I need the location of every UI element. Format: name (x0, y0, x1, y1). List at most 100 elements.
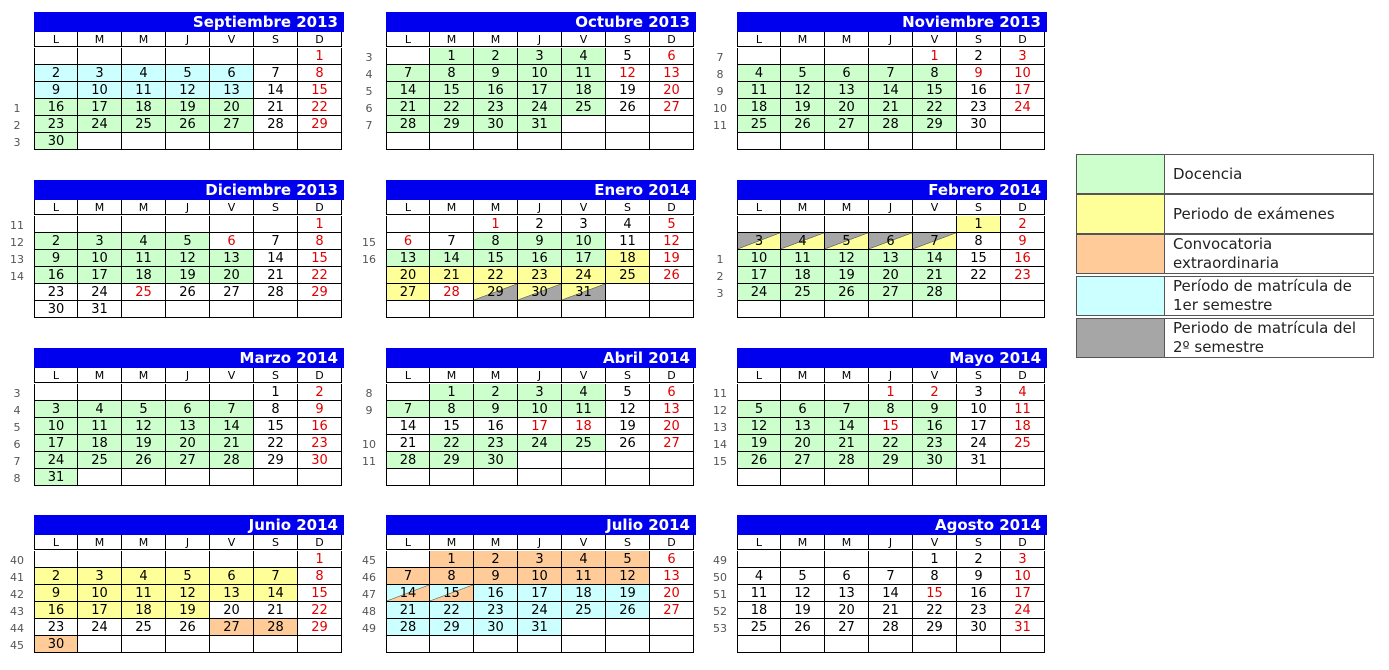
day-cell: 21 (869, 602, 913, 619)
day-cell: 22 (474, 267, 518, 284)
weekday-header: L (34, 368, 78, 383)
weekday-header: M (781, 535, 825, 550)
day-cell (166, 301, 210, 318)
day-cell: 14 (386, 418, 430, 435)
day-cell: 21 (430, 267, 474, 284)
weekday-header: M (825, 368, 869, 383)
day-cell: 9 (1001, 233, 1045, 250)
day-cell: 8 (474, 233, 518, 250)
day-cell (430, 469, 474, 486)
day-cell: 22 (430, 602, 474, 619)
day-cell: 12 (166, 82, 210, 99)
day-cell: 8 (430, 401, 474, 418)
day-cell: 14 (386, 82, 430, 99)
day-cell: 3 (1001, 551, 1045, 568)
day-cell (825, 551, 869, 568)
day-cell: 28 (254, 284, 298, 301)
weekday-header: M (122, 368, 166, 383)
day-cell (78, 48, 122, 65)
day-cell (869, 133, 913, 150)
week-number: 14 (10, 270, 24, 283)
day-cell: 19 (781, 602, 825, 619)
legend-label: Período de matrícula de 1er semestre (1173, 277, 1352, 314)
legend-swatch (1077, 155, 1165, 193)
day-cell: 13 (210, 82, 254, 99)
week-number: 1 (716, 253, 724, 266)
day-cell: 11 (1001, 401, 1045, 418)
day-cell: 19 (606, 585, 650, 602)
day-cell: 16 (474, 82, 518, 99)
day-cell: 1 (913, 48, 957, 65)
day-cell: 7 (430, 233, 474, 250)
day-cell: 13 (386, 250, 430, 267)
day-cell (166, 469, 210, 486)
day-cell: 22 (298, 267, 342, 284)
legend-label: Periodo de exámenes (1173, 204, 1335, 223)
day-cell: 30 (474, 116, 518, 133)
week-number: 9 (365, 404, 373, 417)
week-number: 1 (13, 102, 21, 115)
day-cell: 9 (34, 250, 78, 267)
weekday-header: D (650, 535, 694, 550)
day-cell: 1 (254, 384, 298, 401)
day-cell: 28 (869, 116, 913, 133)
day-cell: 23 (957, 602, 1001, 619)
day-cell (606, 133, 650, 150)
weekday-header: M (825, 535, 869, 550)
day-cell: 15 (474, 250, 518, 267)
day-cell: 22 (913, 602, 957, 619)
day-cell: 10 (1001, 568, 1045, 585)
day-cell: 9 (474, 401, 518, 418)
day-cell: 20 (210, 267, 254, 284)
day-cell (474, 636, 518, 653)
weekday-header: J (518, 368, 562, 383)
day-cell: 12 (606, 65, 650, 82)
week-number: 3 (365, 51, 373, 64)
day-cell: 11 (122, 250, 166, 267)
day-cell (957, 301, 1001, 318)
day-cell: 11 (122, 82, 166, 99)
day-cell: 6 (166, 401, 210, 418)
day-cell (1001, 636, 1045, 653)
day-cell: 29 (913, 116, 957, 133)
day-cell: 10 (78, 585, 122, 602)
day-cell: 1 (430, 384, 474, 401)
day-cell (474, 301, 518, 318)
day-cell: 10 (518, 568, 562, 585)
weekday-header: L (737, 535, 781, 550)
weekday-header: M (430, 535, 474, 550)
day-cell: 4 (122, 65, 166, 82)
day-cell (1001, 116, 1045, 133)
day-cell (210, 301, 254, 318)
day-cell: 4 (78, 401, 122, 418)
week-number: 45 (10, 639, 24, 652)
day-cell: 25 (562, 435, 606, 452)
month-title: Abril 2014 (386, 348, 696, 368)
day-cell: 17 (78, 267, 122, 284)
day-cell (254, 216, 298, 233)
day-cell: 14 (825, 418, 869, 435)
legend-label: Periodo de matrícula del 2º semestre (1173, 319, 1357, 356)
day-cell: 9 (957, 568, 1001, 585)
day-cell: 16 (34, 99, 78, 116)
day-cell: 17 (78, 602, 122, 619)
day-cell: 5 (781, 568, 825, 585)
day-cell: 3 (957, 384, 1001, 401)
weekday-header: V (562, 368, 606, 383)
day-cell: 27 (166, 452, 210, 469)
day-cell (913, 301, 957, 318)
day-cell: 3 (562, 216, 606, 233)
day-cell (166, 48, 210, 65)
day-cell: 16 (913, 418, 957, 435)
day-cell: 9 (913, 401, 957, 418)
day-cell: 29 (913, 619, 957, 636)
day-cell (781, 216, 825, 233)
day-cell: 8 (430, 568, 474, 585)
day-cell: 28 (913, 284, 957, 301)
day-cell: 17 (518, 585, 562, 602)
week-number: 13 (713, 421, 727, 434)
day-cell (737, 384, 781, 401)
weekday-header: D (298, 32, 342, 47)
day-cell: 15 (913, 82, 957, 99)
day-cell: 13 (650, 401, 694, 418)
